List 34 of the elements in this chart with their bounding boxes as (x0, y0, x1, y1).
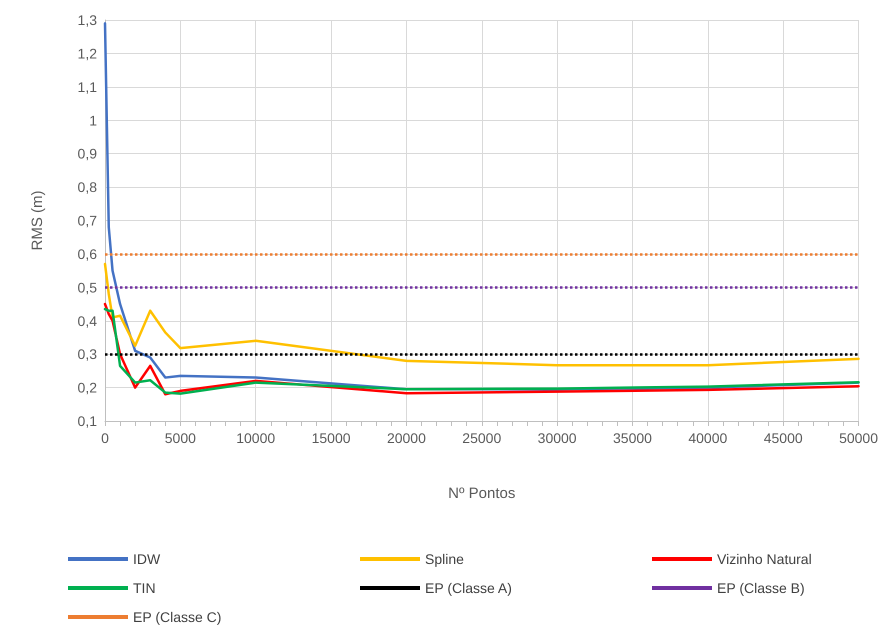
y-tick-label: 0,7 (78, 212, 98, 228)
legend-label: EP (Classe B) (717, 580, 805, 596)
legend-label: Vizinho Natural (717, 551, 812, 567)
y-tick-label: 1,3 (78, 12, 98, 28)
x-tick-label: 10000 (236, 430, 276, 446)
x-tick-label: 35000 (613, 430, 652, 446)
y-tick-label: 0,4 (78, 312, 98, 329)
y-tick-label: 0,2 (78, 380, 98, 396)
y-tick-label: 1,2 (78, 45, 98, 62)
y-axis-title: RMS (m) (29, 190, 46, 250)
legend-label: IDW (133, 551, 161, 567)
x-axis-title: Nº Pontos (448, 485, 516, 502)
legend-label: EP (Classe C) (133, 609, 222, 625)
y-tick-label: 0,9 (78, 146, 98, 162)
x-tick-label: 0 (101, 430, 110, 446)
y-tick-label: 0,1 (78, 413, 98, 429)
legend-label: Spline (425, 551, 464, 567)
line-series (104, 262, 860, 366)
y-tick-label: 0,6 (78, 246, 98, 262)
legend-label: EP (Classe A) (425, 580, 512, 596)
x-tick-label: 45000 (764, 430, 803, 446)
x-tick-label: 50000 (839, 430, 878, 446)
x-tick-label: 40000 (688, 430, 728, 446)
x-tick-label: 15000 (312, 430, 351, 446)
y-tick-label: 0,8 (78, 179, 98, 196)
y-tick-label: 0,5 (78, 279, 98, 296)
x-tick-label: 25000 (462, 430, 502, 446)
y-tick-label: 0,3 (78, 346, 98, 362)
legend-label: TIN (133, 580, 156, 596)
y-tick-label: 1 (89, 112, 98, 128)
x-tick-label: 30000 (538, 430, 577, 446)
x-tick-label: 20000 (386, 430, 426, 446)
y-tick-label: 1,1 (78, 78, 98, 95)
x-tick-label: 5000 (164, 430, 196, 446)
